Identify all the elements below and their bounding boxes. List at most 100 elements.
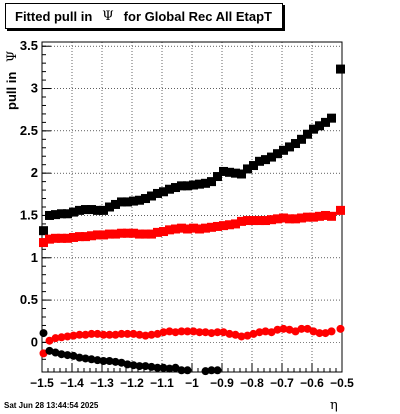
circle-marker [303,324,312,333]
circle-marker [87,355,96,364]
circle-marker [147,362,156,371]
circle-marker [57,350,66,359]
x-tick-label: −1.2 [120,376,144,390]
square-marker [201,178,210,188]
circle-marker [165,327,174,336]
y-tick-label: 3 [31,81,38,96]
circle-marker [219,328,228,337]
square-marker [39,238,48,248]
square-marker [255,216,264,226]
axis-ticks: −1.5 −1.4 −1.3 −1.2 −1.1 −1 −0.9 −0.8 −0.7 −0.6 −0… [20,38,354,390]
circle-marker [129,329,138,338]
y-tick-label: 1.5 [20,207,38,222]
circle-marker [225,329,234,338]
square-marker [75,232,84,242]
x-tick-label: −0.6 [300,376,324,390]
square-marker [105,229,114,239]
circle-marker [237,332,246,341]
square-marker [189,223,198,233]
x-axis-label: η [330,398,338,413]
circle-marker [159,363,168,372]
square-marker [69,232,78,242]
circle-marker [297,324,306,333]
circle-marker [195,328,204,337]
circle-marker [201,367,210,376]
square-marker [135,229,144,239]
circle-marker [39,349,48,358]
circle-marker [153,329,162,338]
square-marker [279,213,288,223]
square-marker [249,161,258,171]
square-marker [291,139,300,149]
square-marker [45,210,54,220]
square-marker [237,216,246,226]
circle-marker [135,330,144,339]
square-marker [141,229,150,239]
circle-marker [285,325,294,334]
square-marker [87,231,96,241]
square-marker [81,232,90,242]
square-marker [153,188,162,198]
square-marker [171,183,180,193]
square-marker [87,205,96,215]
square-marker [117,228,126,238]
circle-marker [63,332,72,341]
circle-marker [99,357,108,365]
square-marker [183,181,192,191]
circle-marker [201,328,210,337]
square-marker [213,172,222,182]
square-marker [159,227,168,237]
square-marker [117,197,126,207]
circle-marker [243,331,252,340]
circle-marker [321,329,330,338]
circle-marker [75,330,84,339]
circle-marker [171,363,180,372]
y-axis-label: pull in Ψ [4,51,20,110]
circle-marker [171,328,180,337]
square-marker [129,196,138,206]
circle-marker [87,329,96,338]
square-marker [219,221,228,231]
square-marker [336,64,345,74]
y-tick-label: 1 [31,250,38,265]
circle-marker [291,327,300,336]
circle-marker [327,327,336,336]
circle-marker [99,330,108,339]
square-marker [255,156,264,166]
square-marker [315,121,324,131]
square-marker [225,167,234,177]
circle-marker [141,362,150,371]
square-marker [267,215,276,225]
y-axis-label-symbol: Ψ [5,50,20,63]
square-marker [69,207,78,217]
title-suffix: for Global Rec All EtapT [123,8,272,24]
square-marker [165,184,174,194]
square-marker [51,210,60,220]
square-marker [153,227,162,237]
x-tick-label: −1.5 [30,376,54,390]
x-tick-label: −1.4 [60,376,84,390]
square-marker [219,166,228,176]
circle-marker [261,327,270,336]
square-marker [93,230,102,240]
title-psi-symbol: Ψ [102,8,114,24]
circle-marker [69,351,78,360]
square-marker [165,225,174,235]
circle-marker [213,366,222,375]
circle-marker [123,329,132,338]
square-marker [309,212,318,222]
circle-marker [177,366,186,375]
circle-marker [315,329,324,338]
square-marker [237,169,246,179]
square-marker [327,211,336,221]
square-marker [45,234,54,244]
circle-marker [39,329,48,338]
square-marker [267,152,276,162]
circle-marker [147,330,156,339]
square-marker [99,230,108,240]
y-tick-label: 0.5 [20,292,38,307]
x-tick-label: −1 [185,376,199,390]
square-marker [105,202,114,212]
y-axis-label-text: pull in [4,71,19,110]
y-tick-label: 2.5 [20,123,38,138]
